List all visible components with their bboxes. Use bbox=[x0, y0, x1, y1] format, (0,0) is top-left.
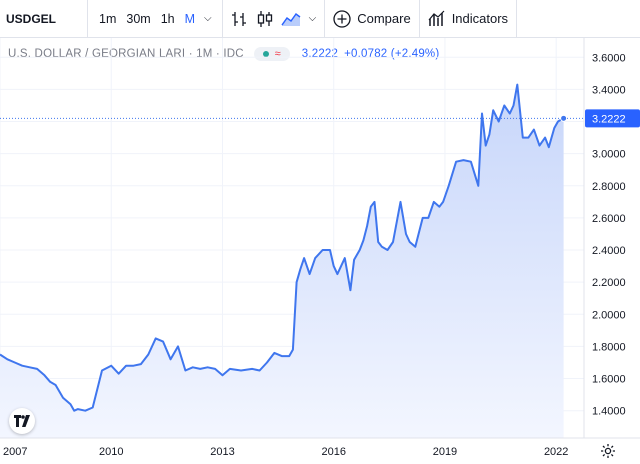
y-tick-label: 1.4000 bbox=[592, 406, 626, 418]
y-tick-label: 2.0000 bbox=[592, 309, 626, 321]
gear-icon[interactable] bbox=[598, 441, 618, 461]
bar-chart-icon[interactable] bbox=[227, 7, 251, 31]
x-tick-label: 2022 bbox=[544, 446, 568, 458]
compare-label: Compare bbox=[357, 11, 411, 26]
x-tick-label: 2013 bbox=[210, 446, 234, 458]
last-price-badge bbox=[585, 109, 640, 128]
timeframe-month-button[interactable]: M bbox=[184, 11, 196, 26]
series-line bbox=[0, 83, 565, 412]
y-tick-label: 3.0000 bbox=[592, 149, 626, 161]
y-tick-label: 2.6000 bbox=[592, 213, 626, 225]
x-tick-label: 2019 bbox=[433, 446, 457, 458]
y-tick-label: 2.4000 bbox=[592, 245, 626, 257]
y-tick-label: 2.2000 bbox=[592, 277, 626, 289]
candlestick-chart-icon[interactable] bbox=[253, 7, 277, 31]
y-tick-label: 3.6000 bbox=[592, 52, 626, 64]
tradingview-logo-icon[interactable] bbox=[9, 408, 35, 434]
symbol-search[interactable]: USDGEL bbox=[0, 0, 88, 38]
delayed-data-icon: ≈ bbox=[274, 47, 281, 60]
toolbar: USDGEL 1m 30m 1h M ⌵ ⌵ Compare Indicator… bbox=[0, 0, 640, 38]
y-tick-label: 1.8000 bbox=[592, 341, 626, 353]
chart-type-group: ⌵ bbox=[223, 0, 326, 38]
timeframe-group: 1m 30m 1h M ⌵ bbox=[88, 0, 223, 38]
area-chart-icon[interactable] bbox=[279, 7, 303, 31]
y-tick-label: 2.8000 bbox=[592, 181, 626, 193]
timeframe-1h-button[interactable]: 1h bbox=[160, 11, 175, 26]
timeframe-1m-button[interactable]: 1m bbox=[99, 11, 117, 26]
y-tick-label: 1.6000 bbox=[592, 374, 626, 386]
last-price-label: 3.2222 bbox=[592, 113, 626, 125]
indicators-icon bbox=[428, 10, 445, 26]
last-point-marker bbox=[560, 114, 568, 122]
x-tick-label: 2010 bbox=[99, 446, 123, 458]
plus-circle-icon bbox=[333, 9, 351, 28]
market-open-dot-icon bbox=[262, 51, 269, 57]
timeframe-chevron-down-icon[interactable]: ⌵ bbox=[204, 13, 212, 24]
indicators-button[interactable]: Indicators bbox=[420, 0, 518, 38]
compare-button[interactable]: Compare bbox=[325, 0, 420, 38]
chart-type-chevron-down-icon[interactable]: ⌵ bbox=[308, 13, 317, 24]
x-tick-label: 2007 bbox=[3, 446, 27, 458]
x-tick-label: 2016 bbox=[321, 446, 345, 458]
price-chart[interactable]: 3.60003.40003.20003.00002.80002.60002.40… bbox=[0, 38, 640, 464]
y-tick-label: 3.4000 bbox=[592, 84, 626, 96]
series-area-fill bbox=[0, 84, 564, 438]
indicators-label: Indicators bbox=[451, 11, 509, 26]
timeframe-30m-button[interactable]: 30m bbox=[126, 11, 151, 26]
